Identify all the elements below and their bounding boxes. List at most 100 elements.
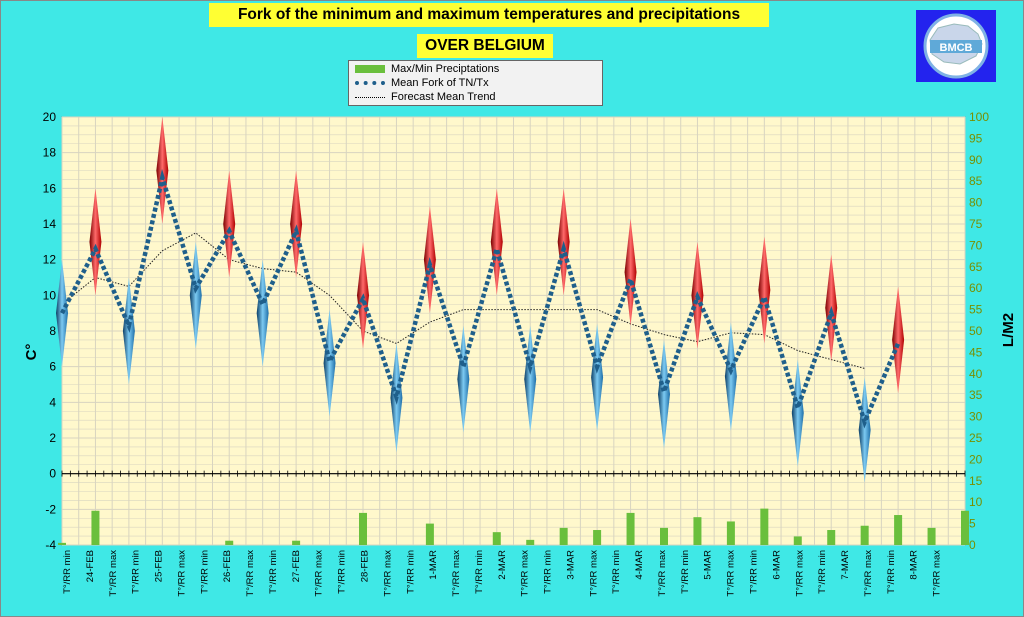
max-marker [89, 188, 102, 296]
x-category-label: 8-MAR [909, 550, 920, 580]
precip-bar [492, 532, 501, 545]
right-axis-ticks: 0 5 10 15 20 25 30 35 40 45 50 55 60 65 70 75 80 85 90 95 10… [969, 110, 989, 552]
legend-label-trend: Forecast Mean Trend [391, 91, 496, 103]
min-marker [256, 259, 269, 367]
min-marker [591, 323, 604, 431]
max-marker [490, 188, 503, 296]
legend-item-trend: Forecast Mean Trend [355, 90, 496, 104]
precip-bar [760, 508, 769, 545]
x-category-label: T°/RR max [932, 550, 943, 597]
left-tick-label: 18 [43, 146, 57, 160]
x-category-label: T°/RR min [337, 550, 348, 594]
right-tick-label: 30 [969, 410, 983, 424]
x-category-label: T°/RR min [611, 550, 622, 594]
right-tick-label: 25 [969, 431, 983, 445]
mean-fork-polyline [60, 168, 901, 429]
min-marker [724, 322, 737, 431]
precip-bar [693, 517, 702, 545]
x-category-label: T°/RR max [863, 550, 874, 597]
x-category-label: T°/RR max [382, 550, 393, 597]
left-tick-label: 10 [43, 288, 57, 302]
chart-subtitle: OVER BELGIUM [417, 34, 553, 58]
x-category-label: T°/RR max [245, 550, 256, 597]
precip-bar [559, 527, 568, 545]
x-category-label: T°/RR min [199, 550, 210, 594]
max-marker [624, 218, 637, 326]
right-tick-label: 45 [969, 345, 983, 359]
left-tick-label: 2 [49, 431, 56, 445]
right-tick-label: 60 [969, 281, 983, 295]
precip-bars [58, 508, 969, 545]
x-category-label: T°/RR max [657, 550, 668, 597]
legend-label-precip: Max/Min Preciptations [391, 63, 500, 75]
legend-label-mean-fork: Mean Fork of TN/Tx [391, 77, 489, 89]
precip-bar [961, 510, 969, 545]
x-category-label: T°/RR min [474, 550, 485, 594]
min-marker [858, 377, 871, 483]
gridlines [61, 116, 966, 546]
left-tick-label: 8 [49, 324, 56, 338]
zero-axis [61, 470, 966, 477]
x-category-label: T°/RR min [749, 550, 760, 594]
precip-bar [626, 512, 635, 545]
x-category-label: T°/RR max [451, 550, 462, 597]
right-tick-label: 65 [969, 260, 983, 274]
left-tick-label: 14 [43, 217, 57, 231]
right-tick-label: 15 [969, 474, 983, 488]
x-category-label: 5-MAR [703, 550, 714, 580]
x-category-label: 1-MAR [428, 550, 439, 580]
left-tick-label: 16 [43, 181, 57, 195]
legend: Max/Min Preciptations Mean Fork of TN/Tx… [348, 60, 603, 106]
right-tick-label: 70 [969, 238, 983, 252]
right-tick-label: 35 [969, 388, 983, 402]
x-axis-labels: T°/RR min 24-FEB T°/RR max T°/RR min 25-FEB T… [62, 550, 943, 597]
min-marker [189, 241, 202, 349]
legend-swatch-mean-fork [355, 81, 385, 86]
x-category-label: T°/RR min [405, 550, 416, 594]
left-tick-label: 4 [49, 395, 56, 409]
x-category-label: T°/RR min [268, 550, 279, 594]
x-category-label: T°/RR max [726, 550, 737, 597]
precip-bar [894, 515, 903, 545]
x-category-label: T°/RR max [588, 550, 599, 597]
x-category-label: 6-MAR [771, 550, 782, 580]
right-tick-label: 40 [969, 367, 983, 381]
legend-swatch-trend [355, 96, 385, 98]
x-category-label: 28-FEB [359, 550, 370, 582]
x-category-label: 7-MAR [840, 550, 851, 580]
min-marker [658, 339, 670, 449]
x-category-label: 4-MAR [634, 550, 645, 580]
logo-text: BMCB [940, 42, 973, 54]
x-category-label: T°/RR max [314, 550, 325, 597]
x-category-label: T°/RR min [62, 550, 73, 594]
left-tick-label: 12 [43, 253, 57, 267]
max-marker [758, 236, 771, 344]
right-tick-label: 20 [969, 452, 983, 466]
right-axis-label: L/M2 [1000, 313, 1017, 347]
x-category-label: T°/RR max [520, 550, 531, 597]
precip-bar [359, 512, 367, 545]
precip-bar [225, 540, 234, 545]
left-tick-label: -2 [45, 502, 56, 516]
precip-bar [292, 540, 301, 545]
min-marker [791, 359, 804, 467]
x-category-label: 24-FEB [85, 550, 96, 582]
precip-bar [526, 539, 535, 545]
precip-bar [827, 530, 836, 545]
right-tick-label: 85 [969, 174, 983, 188]
max-marker [223, 170, 236, 278]
x-category-label: 26-FEB [222, 550, 233, 582]
precip-bar [425, 523, 434, 545]
legend-swatch-precip [355, 65, 385, 74]
x-category-label: T°/RR max [794, 550, 805, 597]
right-tick-label: 5 [969, 517, 976, 531]
left-tick-label: 20 [43, 110, 57, 124]
x-category-label: T°/RR min [817, 550, 828, 594]
precip-bar [660, 527, 668, 545]
right-tick-label: 55 [969, 303, 983, 317]
precip-bar [927, 527, 936, 545]
precip-bar [593, 530, 602, 545]
right-tick-label: 90 [969, 153, 983, 167]
right-tick-label: 50 [969, 324, 983, 338]
